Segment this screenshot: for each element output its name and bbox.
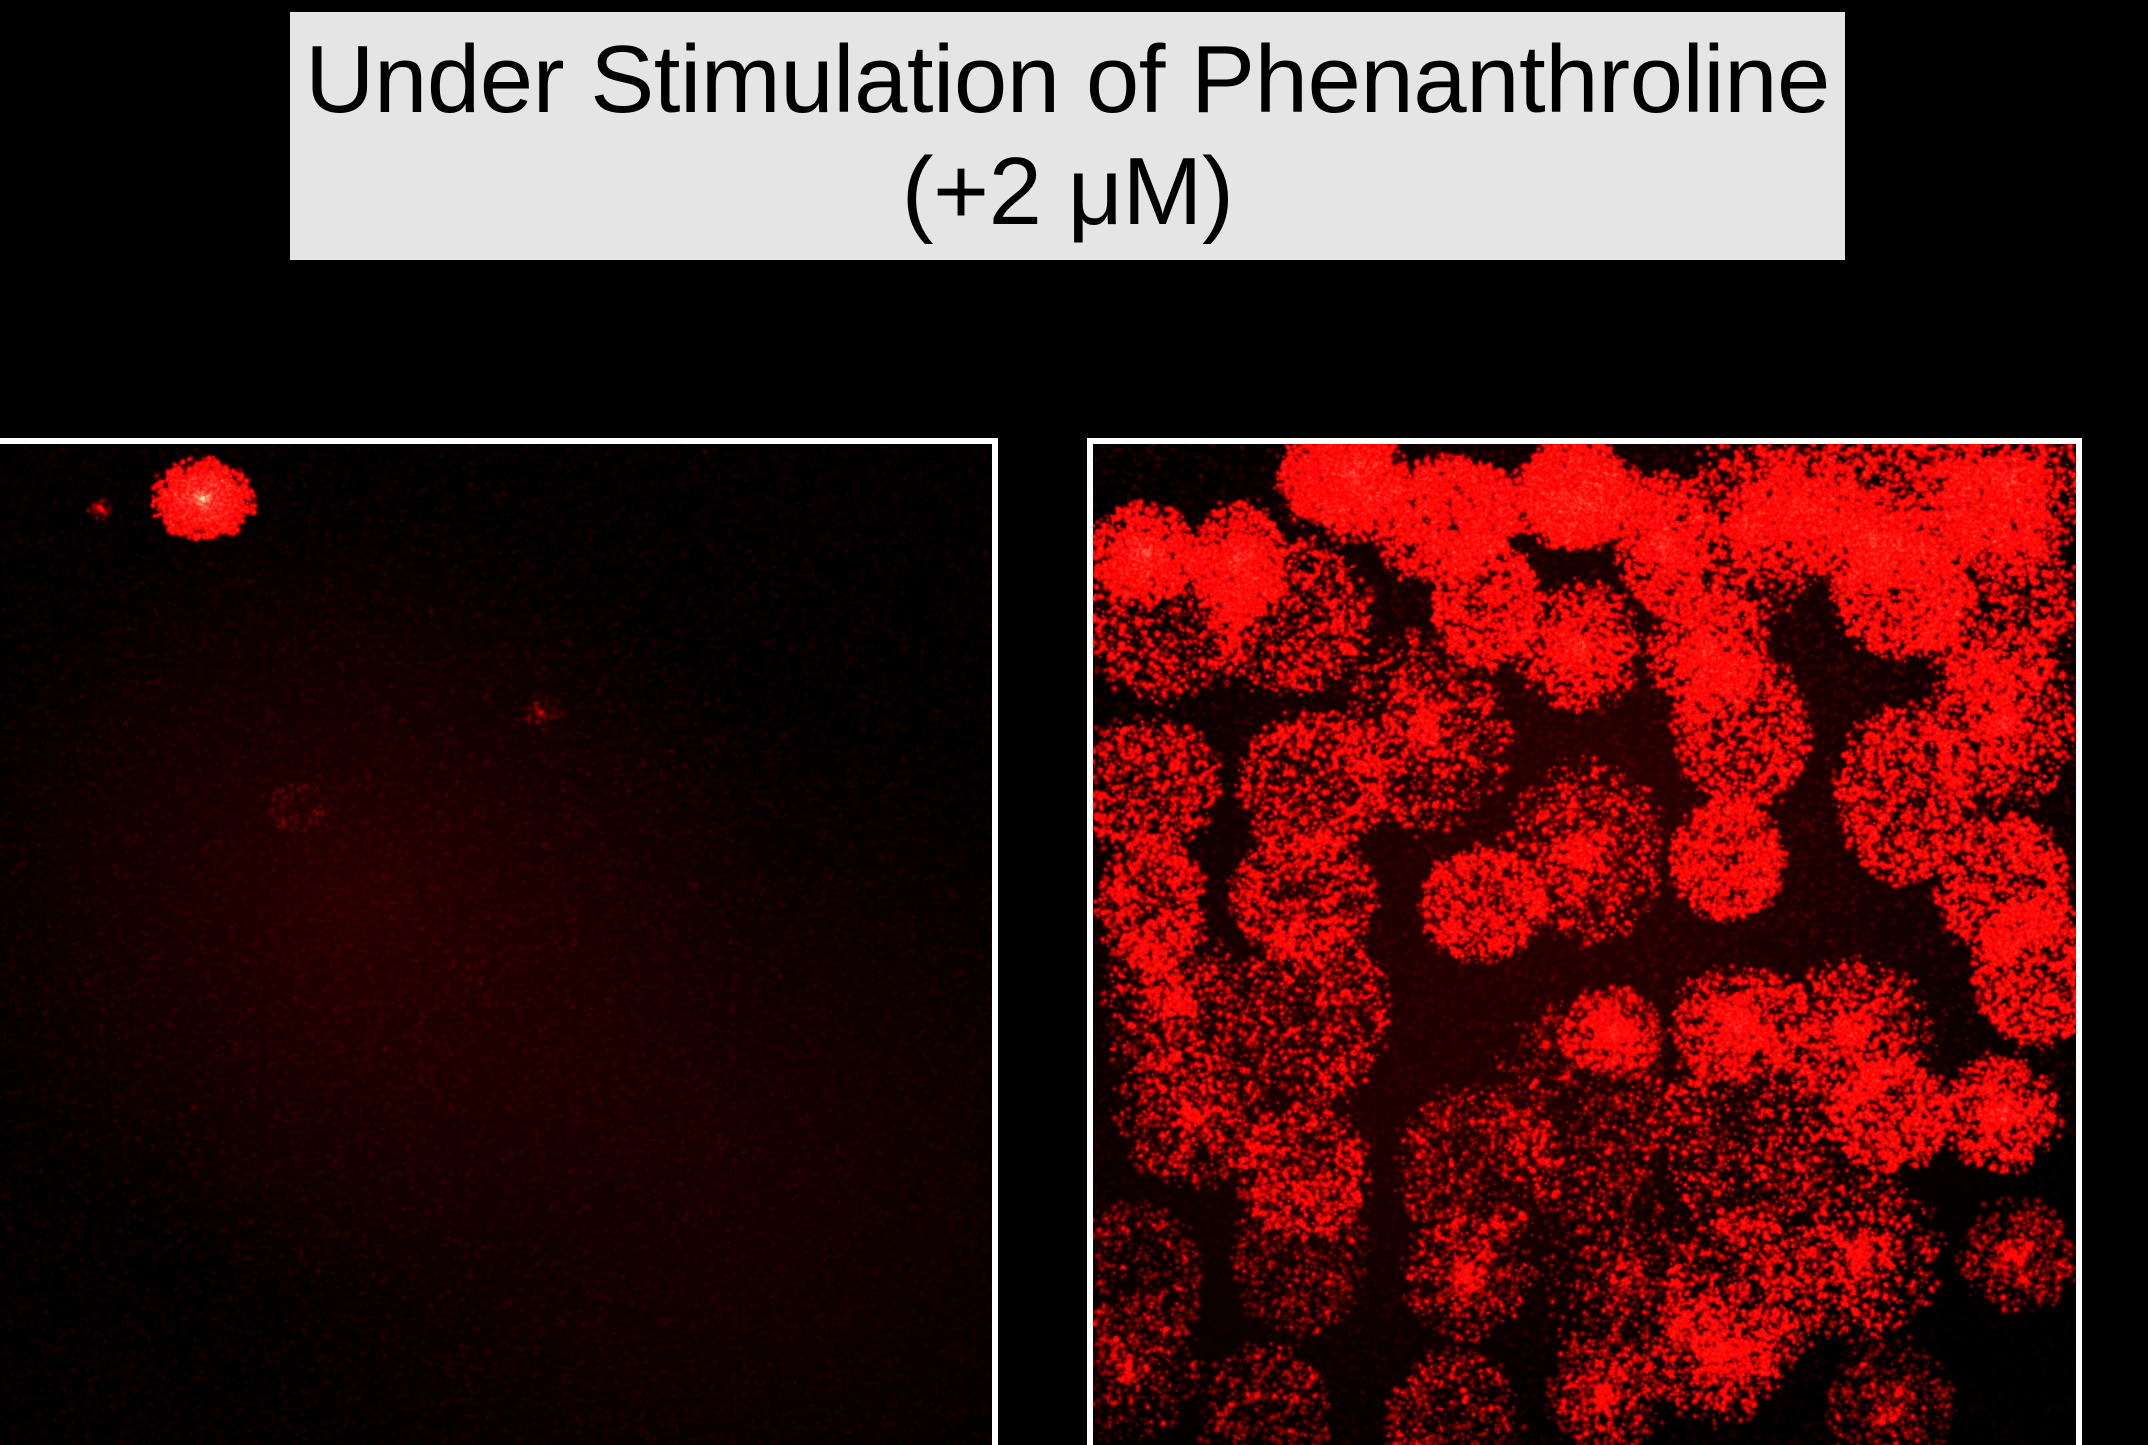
left-micrograph-puncta <box>0 444 992 1445</box>
title-line-2: (+2 μM) <box>901 138 1234 245</box>
right-micrograph-field <box>1093 444 2076 1445</box>
left-micrograph-panel <box>0 438 998 1445</box>
title-line-1: Under Stimulation of Phenanthroline <box>305 26 1830 133</box>
right-micrograph-panel <box>1087 438 2082 1445</box>
title-banner: Under Stimulation of Phenanthroline (+2 … <box>290 12 1845 260</box>
left-micrograph-field <box>0 444 992 1445</box>
right-micrograph-puncta <box>1093 444 2076 1445</box>
